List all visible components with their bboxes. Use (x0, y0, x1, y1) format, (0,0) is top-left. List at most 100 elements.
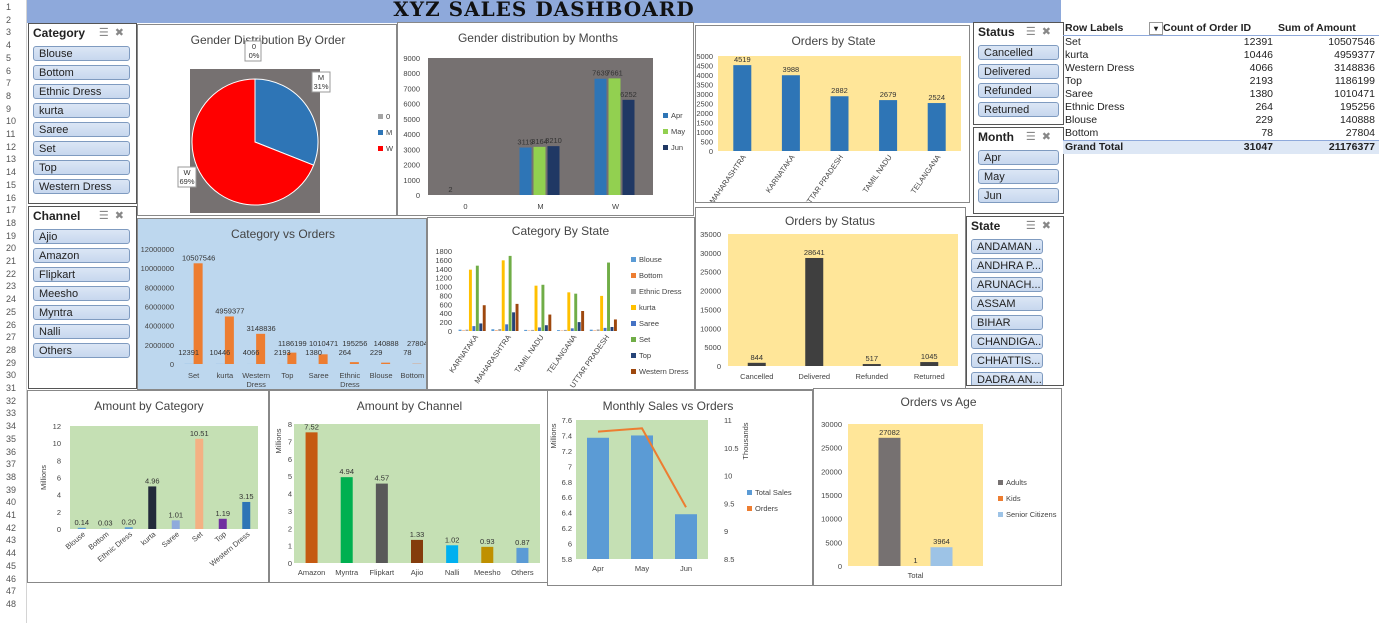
channel-slicer-item[interactable]: Nalli (33, 324, 130, 339)
filter-dropdown-icon[interactable]: ▾ (1149, 22, 1163, 35)
data-label: 78 (403, 348, 411, 357)
bar (468, 269, 472, 331)
y-tick-label: 6 (288, 455, 292, 464)
orders-state-chart: Orders by State0500100015002000250030003… (695, 25, 970, 203)
x-tick-label: MAHARASHTRA (472, 333, 512, 385)
category-slicer-item[interactable]: Blouse (33, 46, 130, 61)
legend-label: Blouse (639, 255, 662, 264)
x-tick-label: kurta (217, 371, 235, 380)
y-tick-label: 3000 (696, 90, 713, 99)
category-slicer-item[interactable]: Ethnic Dress (33, 84, 130, 99)
row-number: 28 (6, 344, 17, 355)
data-label: 4066 (243, 348, 260, 357)
x-tick-label: W (612, 202, 620, 211)
bar (675, 514, 697, 559)
status-slicer-item[interactable]: Returned (978, 102, 1059, 117)
amount-channel-chart: Amount by Channel 0 1 2 3 4 5 6 7 8 Millions 7.52 Am… (269, 390, 548, 583)
row-number: 14 (6, 167, 17, 178)
data-label: 12391 (178, 348, 199, 357)
row-number: 45 (6, 560, 17, 571)
bar (862, 364, 881, 366)
status-slicer-item[interactable]: Cancelled (978, 45, 1059, 60)
state-slicer-item[interactable]: BIHAR (971, 315, 1043, 330)
status-slicer-filter-icon[interactable]: ☰✖ (1025, 26, 1057, 38)
month-slicer-filter-icon[interactable]: ☰✖ (1025, 131, 1057, 143)
category-orders-chart: Category vs Orders 0 2000000 4000000 6000000… (137, 218, 427, 390)
month-slicer-item[interactable]: May (978, 169, 1059, 184)
channel-slicer-item[interactable]: Flipkart (33, 267, 130, 282)
bar (531, 329, 535, 331)
x-tick-label: UTTAR PRADESH (802, 153, 845, 203)
pivot-row[interactable]: Western Dress 4066 3148836 (1063, 62, 1379, 75)
y-tick-label: 200 (439, 318, 452, 327)
data-label: 264 (339, 348, 352, 357)
legend-label: Ethnic Dress (639, 287, 682, 296)
status-slicer-item[interactable]: Refunded (978, 83, 1059, 98)
y-tick-label: 15000 (700, 305, 721, 314)
legend-swatch (998, 480, 1003, 485)
state-slicer-item[interactable]: CHANDIGA... (971, 334, 1043, 349)
y-tick-label: 6.8 (562, 478, 572, 487)
bar (516, 547, 529, 563)
row-number: 9 (6, 103, 12, 114)
pivot-row[interactable]: kurta 10446 4959377 (1063, 49, 1379, 62)
channel-slicer: Channel ☰✖ Ajio Amazon Flipkart Meesho Myntra N… (28, 206, 137, 389)
line-series (597, 427, 687, 508)
y-tick-label: 0 (838, 562, 842, 571)
y-tick-label: 1200 (435, 274, 452, 283)
category-slicer-item[interactable]: kurta (33, 103, 130, 118)
month-slicer-item[interactable]: Jun (978, 188, 1059, 203)
pivot-row[interactable]: Set 12391 10507546 (1063, 36, 1379, 49)
pivot-row[interactable]: Top 2193 1186199 (1063, 75, 1379, 88)
row-number: 4 (6, 40, 12, 51)
channel-slicer-filter-icon[interactable]: ☰✖ (98, 210, 130, 222)
category-slicer-item[interactable]: Top (33, 160, 130, 175)
pivot-row[interactable]: Blouse 229 140888 (1063, 114, 1379, 127)
channel-slicer-item[interactable]: Meesho (33, 286, 130, 301)
dashboard-title: XYZ SALES DASHBOARD (393, 0, 695, 21)
data-label: 1010471 (309, 339, 338, 348)
channel-slicer-item[interactable]: Amazon (33, 248, 130, 263)
gender-month-chart: Gender distribution by Months 0 1000 2000 30… (397, 22, 694, 216)
row-number: 38 (6, 471, 17, 482)
pivot-row-label: Bottom (1065, 127, 1099, 139)
y-tick-label: 5000 (825, 538, 842, 547)
state-slicer-item[interactable]: ASSAM (971, 296, 1043, 311)
pivot-row[interactable]: Bottom 78 27804 (1063, 127, 1379, 140)
channel-slicer-item[interactable]: Myntra (33, 305, 130, 320)
data-label: 4959377 (215, 306, 244, 315)
state-slicer-item[interactable]: ARUNACH... (971, 277, 1043, 292)
month-slicer-item[interactable]: Apr (978, 150, 1059, 165)
pivot-row[interactable]: Ethnic Dress 264 195256 (1063, 101, 1379, 114)
bar (481, 546, 494, 563)
category-slicer-item[interactable]: Western Dress (33, 179, 130, 194)
bar (349, 362, 359, 364)
category-slicer-item[interactable]: Saree (33, 122, 130, 137)
pivot-row[interactable]: Saree 1380 1010471 (1063, 88, 1379, 101)
y2-tick-label: 9.5 (724, 499, 734, 508)
channel-slicer-item[interactable]: Ajio (33, 229, 130, 244)
bar (524, 329, 528, 331)
data-label: 517 (865, 354, 878, 363)
state-slicer-item[interactable]: DADRA AN... (971, 372, 1043, 385)
state-slicer-item[interactable]: ANDHRA P... (971, 258, 1043, 273)
row-number: 6 (6, 65, 12, 76)
state-slicer-item[interactable]: CHHATTIS... (971, 353, 1043, 368)
y-tick-label: 20000 (700, 287, 721, 296)
status-slicer-item[interactable]: Delivered (978, 64, 1059, 79)
y-tick-label: 1400 (435, 265, 452, 274)
state-slicer-item[interactable]: ANDAMAN ... (971, 239, 1043, 254)
x-tick-label: 0 (463, 202, 467, 211)
month-slicer-title: Month (978, 130, 1014, 144)
channel-slicer-item[interactable]: Others (33, 343, 130, 358)
category-slicer-filter-icon[interactable]: ☰✖ (98, 27, 130, 39)
data-label: 1.33 (410, 530, 425, 539)
category-slicer-item[interactable]: Bottom (33, 65, 130, 80)
data-label: M (318, 73, 324, 82)
bar (224, 316, 234, 364)
category-slicer-item[interactable]: Set (33, 141, 130, 156)
state-slicer-filter-icon[interactable]: ☰✖ (1025, 220, 1057, 232)
y-tick-label: 7 (568, 462, 572, 471)
y-tick-label: 1 (288, 542, 292, 551)
y-tick-label: 3000 (403, 145, 420, 154)
